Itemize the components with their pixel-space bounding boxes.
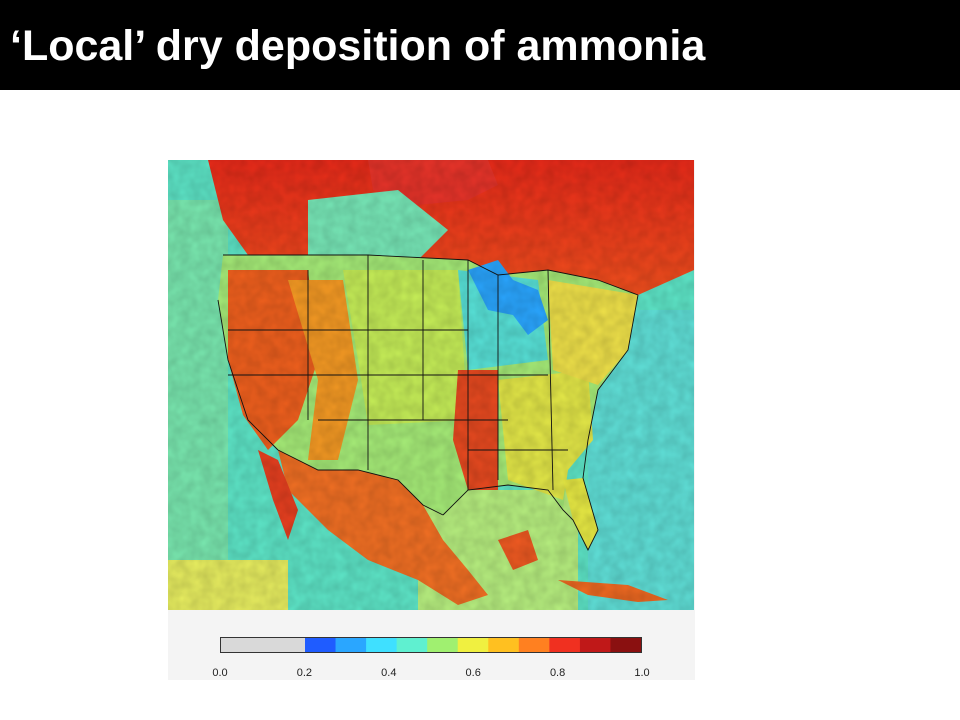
deposition-figure: 0.0 0.2 0.4 0.6 0.8 1.0 — [168, 160, 695, 680]
political-boundaries — [217, 254, 639, 552]
colorbar-segment — [427, 638, 459, 652]
colorbar-segment — [457, 638, 489, 652]
colorbar-tick-label: 0.6 — [465, 667, 481, 679]
colorbar-segment — [366, 638, 398, 652]
colorbar — [220, 637, 642, 653]
us-coastline — [217, 294, 639, 552]
colorbar-tick-label: 0.0 — [212, 667, 228, 679]
title-bar: ‘Local’ dry deposition of ammonia — [0, 0, 960, 90]
us-mexico-border — [277, 449, 444, 516]
slide-title: ‘Local’ dry deposition of ammonia — [10, 22, 706, 70]
cell-texture — [168, 160, 694, 610]
colorbar-tick-label: 0.2 — [296, 667, 313, 679]
colorbar-tick-label: 0.4 — [381, 667, 397, 679]
colorbar-segment — [305, 638, 337, 652]
colorbar-segment — [518, 638, 550, 652]
colorbar-segment — [610, 638, 641, 652]
state-lines — [228, 255, 568, 491]
colorbar-segment — [335, 638, 367, 652]
colorbar-no-data-segment — [221, 638, 305, 652]
colorbar-segment — [579, 638, 611, 652]
deposition-map — [168, 160, 694, 610]
colorbar-segment — [549, 638, 581, 652]
colorbar-segment — [488, 638, 520, 652]
colorbar-tick-label: 0.8 — [549, 667, 566, 679]
colorbar-segment — [396, 638, 428, 652]
colorbar-tick-label: 1.0 — [634, 667, 650, 679]
